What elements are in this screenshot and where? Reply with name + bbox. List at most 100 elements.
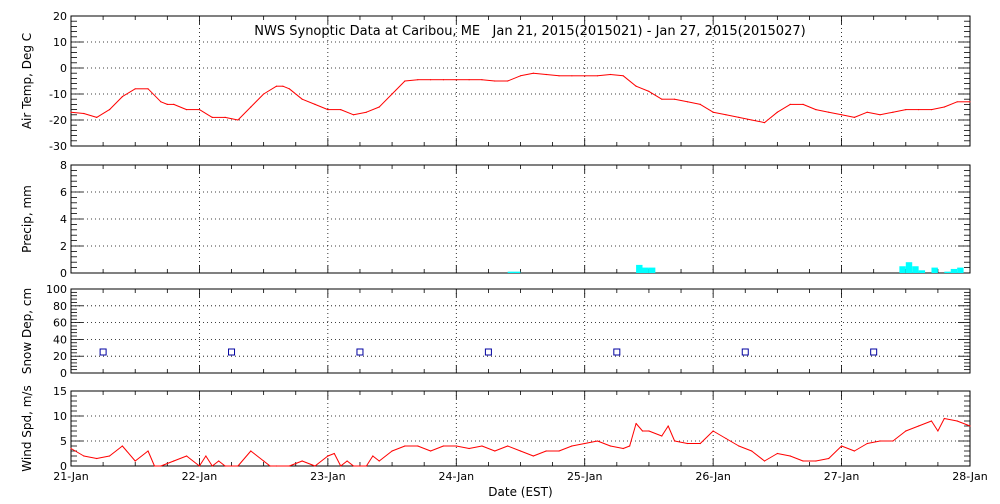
- data-point-airtemp: [802, 103, 804, 105]
- line-segment-windspd: [134, 450, 149, 462]
- line-segment-airtemp: [301, 98, 316, 105]
- data-point-windspd: [468, 447, 470, 450]
- line-segment-windspd: [944, 418, 958, 422]
- data-point-airtemp: [224, 116, 226, 118]
- data-point-airtemp: [815, 109, 817, 111]
- precip-bar: [636, 264, 643, 273]
- line-segment-airtemp: [802, 103, 817, 111]
- line-segment-windspd: [674, 440, 688, 444]
- data-point-windspd: [494, 450, 496, 452]
- data-point-airtemp: [378, 106, 380, 108]
- data-point-airtemp: [840, 114, 843, 116]
- line-segment-airtemp: [237, 106, 252, 121]
- line-segment-airtemp: [391, 80, 406, 95]
- line-segment-windspd: [430, 445, 444, 452]
- line-segment-airtemp: [96, 109, 110, 118]
- line-segment-windspd: [610, 445, 624, 449]
- data-point-windspd: [943, 417, 945, 420]
- data-point-windspd: [763, 460, 766, 462]
- data-point-windspd: [519, 450, 522, 452]
- y-tick-label-precip: 4: [60, 213, 67, 226]
- data-point-windspd: [635, 422, 637, 425]
- data-point-windspd: [365, 465, 367, 467]
- data-point-windspd: [641, 430, 644, 432]
- data-point-airtemp: [892, 111, 894, 113]
- line-segment-airtemp: [931, 106, 945, 111]
- y-tick-label-precip: 8: [60, 159, 67, 172]
- line-segment-windspd: [211, 460, 220, 467]
- data-point-airtemp: [404, 80, 406, 82]
- data-point-windspd: [269, 465, 271, 467]
- line-segment-windspd: [738, 445, 752, 452]
- x-tick-label: 22-Jan: [182, 470, 218, 483]
- data-point-windspd: [275, 465, 278, 467]
- line-segment-windspd: [854, 443, 868, 452]
- line-segment-windspd: [667, 425, 676, 442]
- data-point-windspd: [789, 455, 791, 457]
- data-point-windspd: [121, 445, 123, 447]
- precip-bar: [944, 271, 951, 273]
- line-segment-airtemp: [777, 103, 791, 113]
- data-point-airtemp: [417, 79, 419, 81]
- data-point-airtemp: [365, 111, 367, 113]
- line-segment-airtemp: [867, 111, 881, 116]
- data-point-windspd: [629, 445, 631, 447]
- data-point-windspd: [417, 445, 419, 447]
- data-point-airtemp: [83, 112, 85, 115]
- line-segment-airtemp: [83, 113, 97, 118]
- line-segment-windspd: [520, 450, 534, 457]
- data-point-windspd: [96, 457, 98, 460]
- data-point-airtemp: [789, 103, 791, 105]
- line-segment-airtemp: [199, 109, 213, 118]
- data-point-windspd: [918, 425, 920, 427]
- data-point-airtemp: [121, 96, 123, 98]
- precip-bar: [931, 267, 938, 273]
- line-segment-windspd: [494, 445, 508, 452]
- y-tick-label-windspd: 15: [53, 385, 67, 398]
- line-segment-airtemp: [648, 90, 663, 100]
- y-tick-label-airtemp: -20: [49, 114, 67, 127]
- data-point-airtemp: [442, 79, 445, 81]
- line-segment-windspd: [417, 445, 431, 452]
- data-point-airtemp: [943, 106, 945, 108]
- data-point-windspd: [333, 452, 335, 455]
- data-point-airtemp: [468, 79, 470, 81]
- data-point-airtemp: [147, 88, 149, 90]
- data-point-airtemp: [237, 119, 239, 121]
- data-point-windspd: [198, 465, 201, 467]
- line-segment-airtemp: [289, 88, 303, 100]
- y-tick-label-snowdepth: 40: [53, 333, 67, 346]
- data-point-airtemp: [879, 114, 881, 116]
- data-point-airtemp: [648, 90, 650, 92]
- line-segment-windspd: [333, 453, 342, 467]
- line-segment-airtemp: [314, 103, 329, 111]
- line-segment-airtemp: [533, 72, 547, 75]
- data-point-windspd: [108, 455, 111, 457]
- line-segment-windspd: [828, 445, 842, 459]
- data-point-airtemp: [494, 80, 496, 82]
- data-point-windspd: [969, 425, 971, 427]
- y-tick-label-snowdepth: 100: [46, 283, 67, 296]
- data-point-airtemp: [674, 98, 676, 100]
- data-point-windspd: [584, 442, 586, 445]
- y-tick-label-snowdepth: 80: [53, 300, 67, 313]
- data-point-windspd: [359, 465, 361, 467]
- line-segment-windspd: [751, 450, 765, 462]
- y-tick-label-windspd: 5: [60, 435, 67, 448]
- data-point-windspd: [352, 465, 355, 467]
- y-axis-label-snowdepth: Snow Dep, cm: [20, 288, 34, 374]
- line-segment-airtemp: [353, 111, 367, 116]
- line-segment-airtemp: [751, 119, 765, 124]
- line-segment-windspd: [956, 420, 971, 427]
- line-segment-airtemp: [700, 103, 714, 113]
- line-segment-airtemp: [366, 106, 380, 113]
- y-tick-label-precip: 0: [60, 267, 67, 280]
- line-segment-windspd: [469, 445, 483, 449]
- data-point-windspd: [558, 450, 560, 452]
- data-point-airtemp: [699, 103, 701, 105]
- y-tick-label-airtemp: 10: [53, 36, 67, 49]
- line-segment-windspd: [533, 450, 547, 457]
- data-point-airtemp: [288, 88, 290, 90]
- data-point-windspd: [83, 455, 85, 457]
- line-segment-airtemp: [610, 74, 624, 77]
